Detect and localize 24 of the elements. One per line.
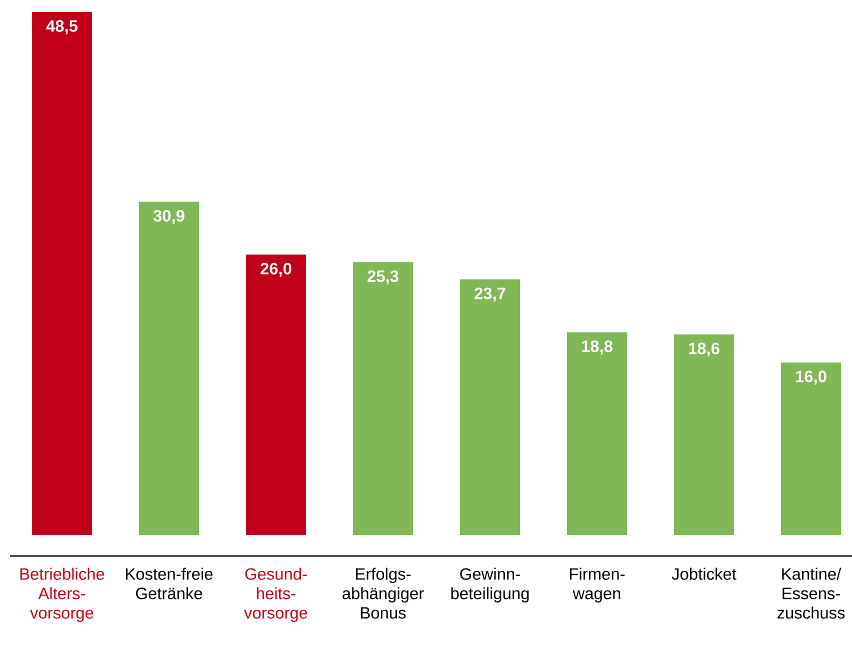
bar (246, 254, 306, 535)
x-tick-label: Kosten-freie Getränke (126, 568, 213, 600)
data-label: 18,6 (689, 342, 720, 357)
bar (674, 334, 734, 535)
bar (139, 202, 199, 535)
x-tick-label: Kantine/ Essens-zuschuss (777, 568, 845, 619)
data-label: 26,0 (260, 262, 292, 277)
bar (460, 279, 520, 535)
x-tick-label: Jobticket (672, 568, 736, 580)
bar (32, 12, 92, 535)
bar (353, 262, 414, 535)
x-tick-label: Gesund-heits-vorsorge (244, 568, 308, 622)
data-label: 25,3 (368, 270, 398, 284)
data-label: 23,7 (474, 288, 506, 302)
data-label: 18,8 (582, 340, 612, 354)
x-tick-label: Firmen-wagen (570, 568, 625, 603)
x-tick-label: Betriebliche Alters-vorsorge (20, 568, 104, 622)
x-tick-label: Gewinn-beteiligung (451, 568, 529, 603)
data-label: 30,9 (153, 210, 184, 224)
data-label: 48,5 (46, 20, 78, 34)
bar (781, 362, 842, 535)
x-tick-label: Erfolgs-abhängiger Bonus (342, 568, 424, 619)
bar (567, 332, 628, 535)
data-label: 16,0 (796, 370, 826, 385)
